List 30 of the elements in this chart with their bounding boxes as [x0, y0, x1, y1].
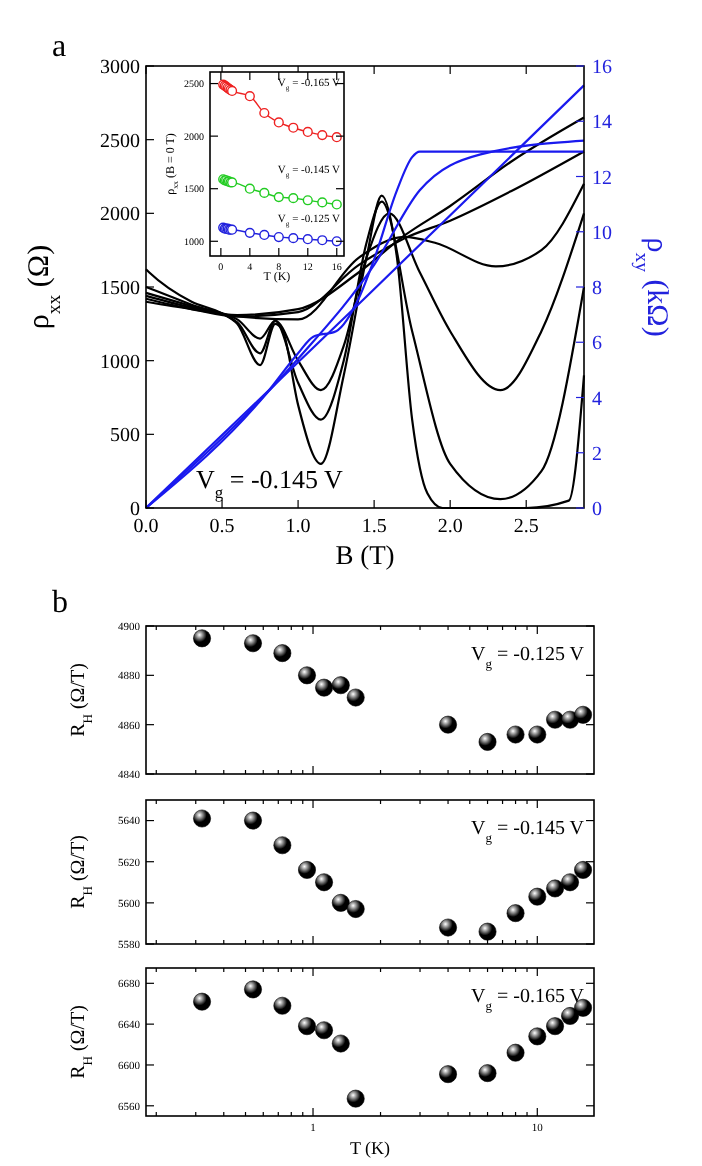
- y2-tick-label: 6: [592, 333, 602, 356]
- chart-title: b: [52, 586, 68, 620]
- y2-tick-label: 16: [592, 57, 612, 79]
- annotation: V$_{g}$ = -0.165 V: [471, 986, 586, 1013]
- x-axis-title: T (K): [349, 1138, 391, 1158]
- y-tick-label: 1000: [100, 351, 140, 374]
- annotation: V$_{g}$ = -0.145 V: [196, 464, 345, 502]
- x-tick-label: 1.5: [361, 516, 387, 538]
- y-tick-label: 0: [130, 499, 140, 521]
- x-tick-label: 0.0: [133, 516, 159, 538]
- y2-tick-label: 0: [592, 499, 602, 521]
- y-tick-label: 2000: [100, 204, 140, 227]
- x-tick-label: 1.0: [285, 516, 311, 538]
- x-axis-title: B (T): [335, 540, 395, 570]
- x-tick-label: 0.5: [209, 516, 235, 538]
- y-tick-label: 3000: [100, 57, 140, 79]
- y-tick-label: 2500: [100, 130, 140, 153]
- y2-tick-label: 4: [592, 388, 602, 411]
- y2-tick-label: 12: [592, 167, 612, 190]
- y2-tick-label: 8: [592, 278, 602, 300]
- x-tick-label: 2.5: [513, 516, 539, 538]
- annotation: V$_{g}$ = -0.145 V: [471, 818, 586, 845]
- chart-title: a: [52, 30, 67, 64]
- y2-tick-label: 2: [592, 443, 602, 466]
- y2-tick-label: 10: [592, 222, 612, 245]
- annotation: V$_{g}$ = -0.125 V: [471, 644, 586, 671]
- y-tick-label: 1500: [100, 278, 140, 300]
- y-tick-label: 500: [110, 425, 140, 448]
- y2-tick-label: 14: [592, 112, 612, 135]
- x-tick-label: 2.0: [437, 516, 463, 538]
